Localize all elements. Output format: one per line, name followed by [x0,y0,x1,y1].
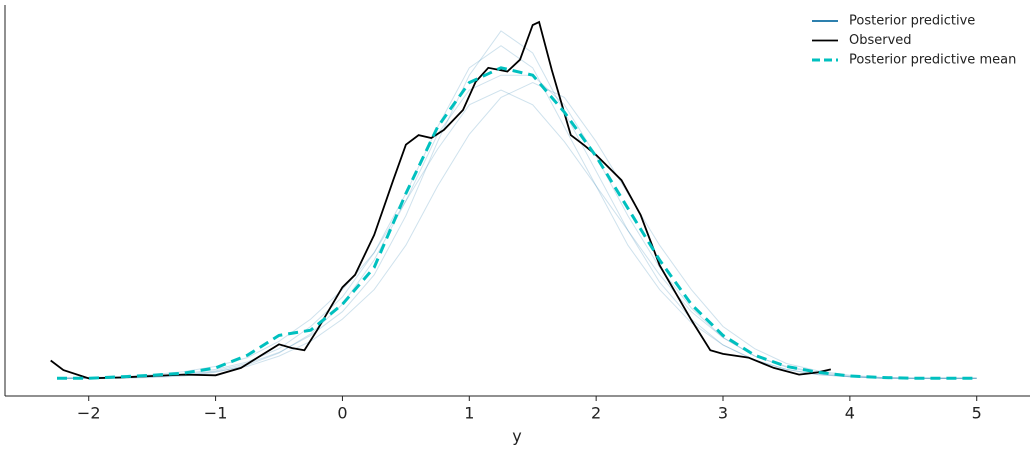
x-tick-label: 0 [337,404,347,423]
legend-label: Observed [849,33,912,48]
series-line [57,66,977,380]
sample-line [56,89,977,379]
x-tick-label: 4 [845,404,855,423]
x-tick-label: −2 [77,404,101,423]
sample-line [57,74,977,379]
sample-line [57,30,977,379]
legend-label: Posterior predictive mean [849,53,1016,68]
x-tick-label: −1 [204,404,228,423]
x-tick-label: 1 [464,404,474,423]
x-tick-label: 2 [591,404,601,423]
x-tick-label: 5 [972,404,982,423]
legend-label: Posterior predictive [849,14,975,29]
x-tick-label: 3 [718,404,728,423]
series-line [50,20,832,380]
sample-line [57,45,977,379]
sample-line [57,82,977,379]
x-axis-label: y [512,427,521,446]
